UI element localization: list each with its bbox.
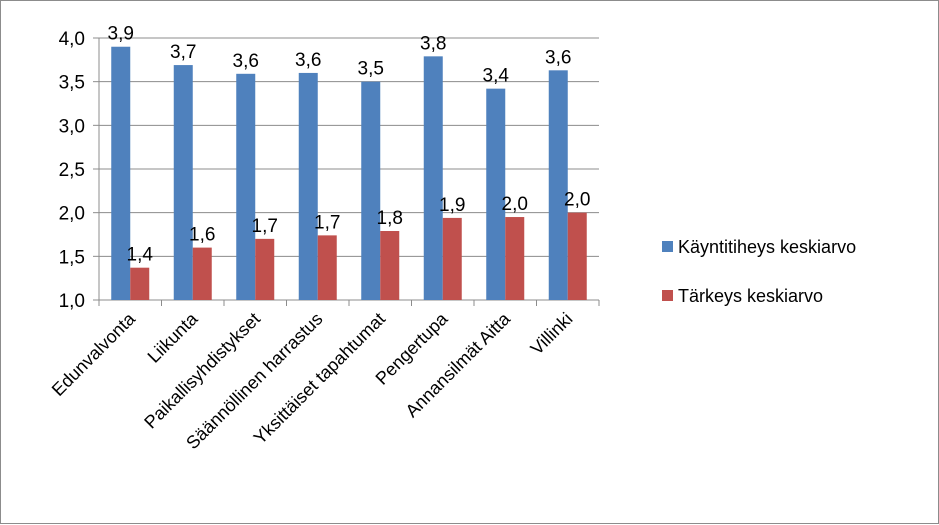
x-tick-label: Villinki	[527, 309, 577, 359]
legend-label: Käyntitiheys keskiarvo	[678, 237, 856, 257]
legend-swatch	[662, 290, 673, 301]
x-tick-label: Liikunta	[144, 308, 203, 367]
data-label: 3,6	[545, 47, 571, 68]
x-tick-label: Annansilmät Aitta	[402, 308, 515, 421]
bar-kayntitiheys	[361, 81, 381, 301]
y-tick-label: 4,0	[59, 29, 85, 50]
bar-tarkeys	[380, 231, 400, 300]
y-tick-label: 2,5	[59, 160, 85, 181]
bar-tarkeys	[505, 217, 525, 300]
bar-tarkeys	[317, 235, 337, 300]
legend-label: Tärkeys keskiarvo	[678, 286, 823, 306]
data-label: 3,4	[483, 66, 510, 87]
bar-tarkeys	[442, 217, 462, 300]
x-tick-label: Paikallisyhdistykset	[140, 309, 264, 433]
bar-kayntitiheys	[298, 72, 318, 300]
y-tick-label: 3,0	[59, 116, 85, 137]
data-label: 3,6	[295, 50, 321, 71]
data-label: 1,9	[439, 195, 465, 216]
y-tick-label: 1,5	[59, 247, 85, 268]
data-label: 1,8	[377, 208, 403, 229]
data-label: 1,7	[314, 212, 340, 233]
y-tick-label: 1,0	[59, 291, 85, 312]
data-label: 3,8	[420, 33, 446, 54]
data-label: 1,6	[189, 225, 215, 246]
bar-kayntitiheys	[111, 46, 131, 300]
bars	[111, 46, 587, 301]
data-label: 1,7	[252, 216, 278, 237]
bar-kayntitiheys	[486, 88, 506, 300]
data-label: 3,9	[108, 24, 134, 45]
data-label: 3,6	[233, 51, 259, 72]
bar-tarkeys	[192, 247, 212, 300]
data-label: 1,4	[127, 245, 154, 266]
data-labels: 3,9 1,4 3,7 1,6 3,6 1,7 3,6 1,7 3,5 1,8 3,8 1,9 3,4 2…	[108, 24, 591, 266]
bar-tarkeys	[567, 212, 587, 300]
bar-kayntitiheys	[423, 56, 443, 301]
bar-kayntitiheys	[173, 65, 193, 300]
data-label: 2,0	[502, 194, 528, 215]
bar-kayntitiheys	[236, 73, 256, 300]
legend-swatch	[662, 241, 673, 252]
legend: Käyntitiheys keskiarvo Tärkeys keskiarvo	[662, 237, 856, 306]
data-label: 3,7	[170, 42, 196, 63]
y-tick-label: 3,5	[59, 73, 85, 94]
bar-kayntitiheys	[548, 70, 568, 301]
y-tick-label: 2,0	[59, 204, 85, 225]
data-label: 2,0	[564, 190, 590, 211]
bar-tarkeys	[130, 267, 150, 300]
bar-tarkeys	[255, 238, 275, 300]
x-tick-label: Edunvalvonta	[48, 308, 140, 400]
data-label: 3,5	[358, 59, 384, 80]
